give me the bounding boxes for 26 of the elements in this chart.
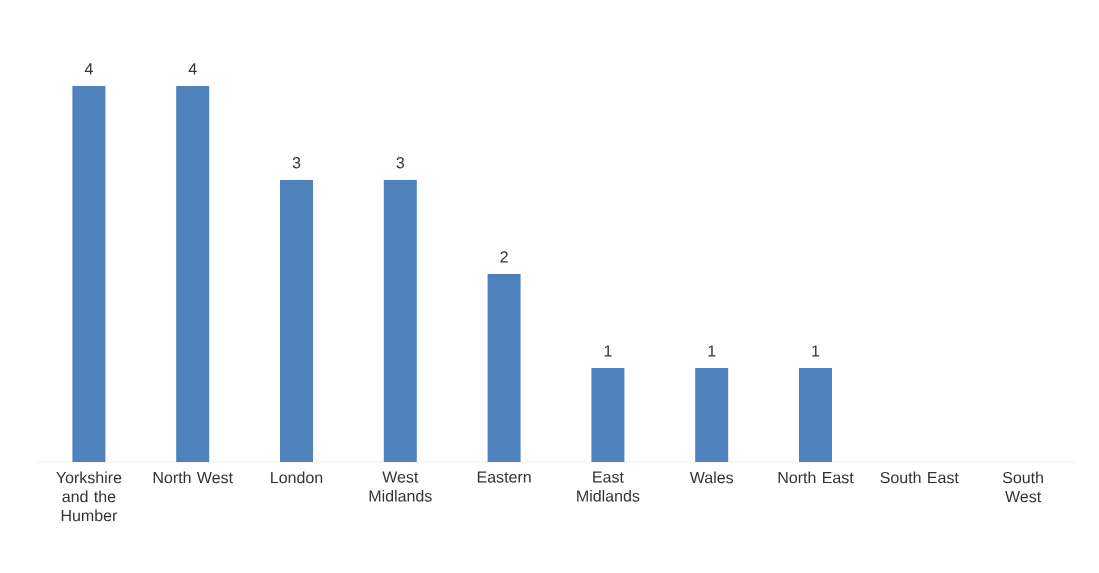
bar bbox=[383, 179, 417, 462]
x-tick-label: South East bbox=[880, 471, 959, 484]
data-label: 1 bbox=[812, 345, 820, 357]
x-tick-label: Eastern bbox=[477, 471, 531, 483]
x-tick-label: London bbox=[271, 471, 323, 484]
bar bbox=[591, 367, 625, 462]
bar bbox=[798, 367, 832, 462]
bar bbox=[695, 367, 729, 462]
bar bbox=[280, 179, 313, 462]
data-label: 3 bbox=[396, 157, 405, 169]
data-label: 3 bbox=[292, 157, 301, 169]
data-label: 1 bbox=[604, 345, 612, 357]
x-tick-label: North West bbox=[153, 471, 233, 484]
x-tick-label: Wales bbox=[689, 471, 734, 484]
data-label: 4 bbox=[84, 63, 93, 75]
data-label: 2 bbox=[500, 251, 508, 263]
bar bbox=[487, 273, 521, 462]
x-tick-label: North East bbox=[778, 471, 854, 484]
bar bbox=[72, 85, 106, 462]
x-tick-label: East Midlands bbox=[577, 471, 640, 502]
bar bbox=[176, 85, 210, 462]
x-tick-label: South West bbox=[1002, 471, 1043, 503]
x-tick-label: Yorkshire and the Humber bbox=[56, 471, 122, 522]
data-label: 1 bbox=[708, 345, 716, 357]
data-label: 4 bbox=[188, 63, 197, 75]
x-tick-label: West Midlands bbox=[369, 471, 432, 502]
